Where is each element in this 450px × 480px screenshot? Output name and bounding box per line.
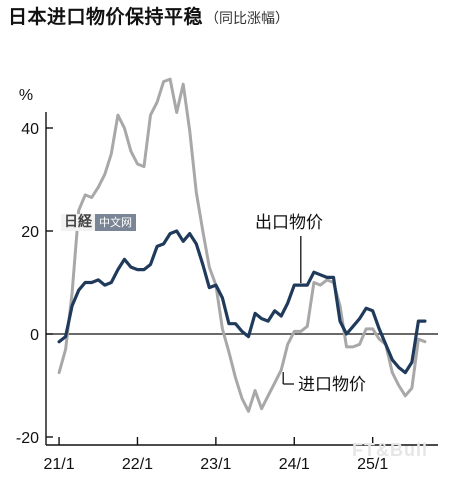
- chart-title: 日本进口物价保持平稳: [8, 6, 204, 28]
- y-tick-label: 0: [30, 327, 39, 344]
- logo-mark: 日経: [61, 214, 95, 231]
- x-tick-label: 22/1: [122, 456, 153, 473]
- watermark: FT&Bull: [352, 440, 428, 460]
- nikkei-logo: 日経 中文网: [61, 214, 136, 231]
- y-tick-label: -20: [16, 430, 39, 447]
- x-tick-label: 21/1: [43, 456, 74, 473]
- logo-tag: 中文网: [95, 214, 136, 231]
- series-layer: [57, 77, 427, 413]
- x-tick-label: 25/1: [357, 456, 388, 473]
- export-price-line: [57, 229, 427, 375]
- annotation-import-price: 进口物价: [298, 375, 366, 395]
- chart-title-block: 日本进口物价保持平稳 （同比涨幅）: [8, 2, 289, 29]
- x-tick-label: 23/1: [200, 456, 231, 473]
- y-axis-unit: %: [19, 87, 33, 104]
- y-tick-label: 20: [21, 224, 39, 241]
- annotation-export-price: 出口物价: [255, 213, 323, 233]
- y-tick-label: 40: [21, 121, 39, 138]
- x-tick-label: 24/1: [279, 456, 310, 473]
- chart-subtitle: （同比涨幅）: [205, 11, 290, 27]
- import-price-line: [57, 77, 427, 413]
